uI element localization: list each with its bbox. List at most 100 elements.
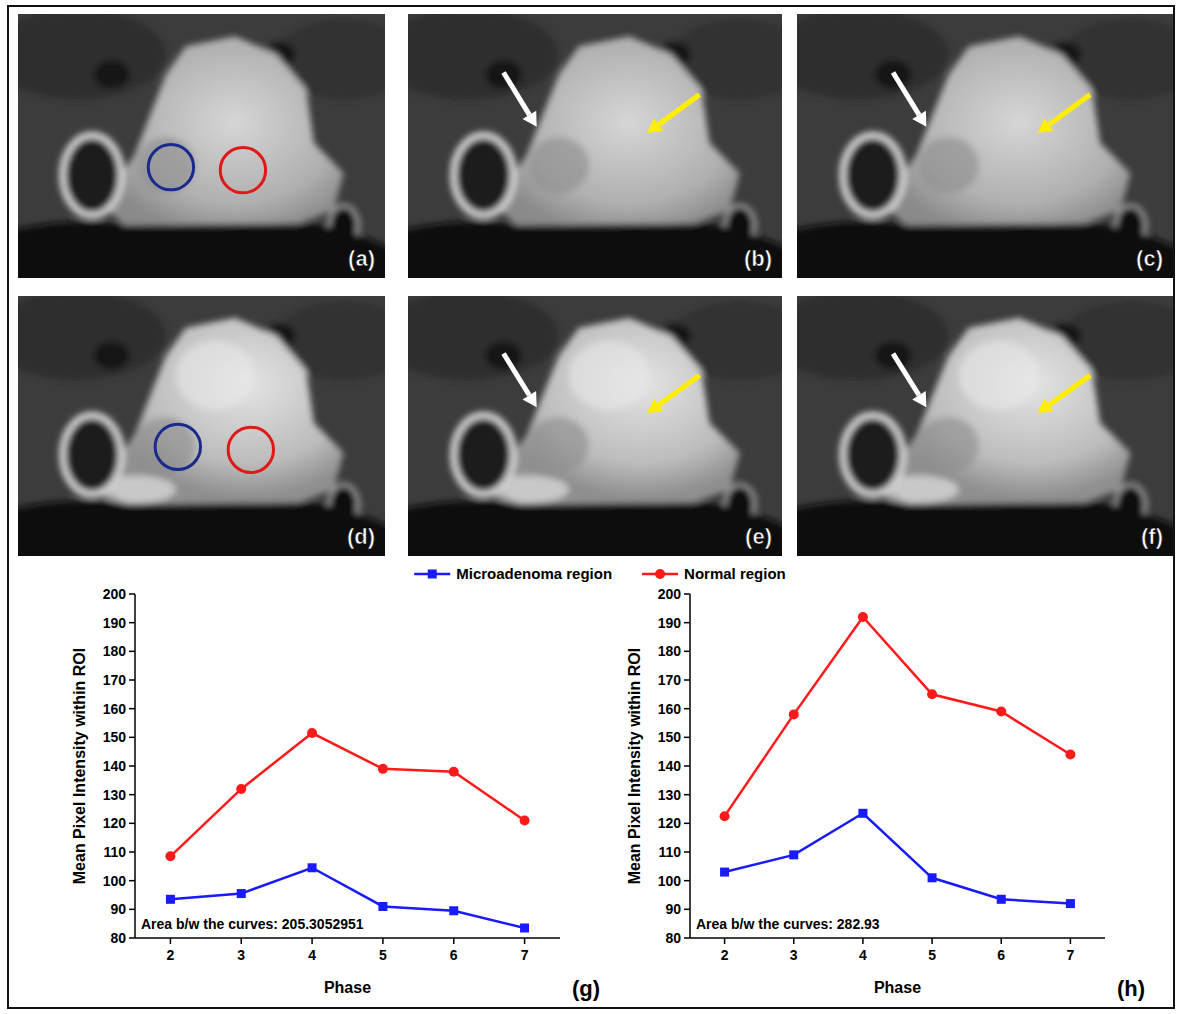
gland xyxy=(492,36,739,227)
y-tick-label: 110 xyxy=(103,844,126,860)
y-tick-label: 190 xyxy=(103,615,127,631)
gland xyxy=(101,36,344,227)
y-tick-label: 80 xyxy=(665,930,681,946)
x-tick xyxy=(724,938,726,944)
y-tick xyxy=(129,708,135,710)
y-tick xyxy=(684,880,690,882)
y-tick xyxy=(129,679,135,681)
arrow-head xyxy=(1038,398,1054,413)
legend-text: Microadenoma region xyxy=(456,565,612,582)
y-tick-label: 200 xyxy=(103,586,127,602)
image-content xyxy=(18,14,385,278)
carotid-ring xyxy=(453,135,513,216)
x-tick xyxy=(382,938,384,944)
sphenoid-sinus xyxy=(18,500,385,556)
x-axis-title: Phase xyxy=(324,979,371,996)
y-tick xyxy=(684,909,690,911)
bright-region xyxy=(176,341,255,410)
carotid-ring xyxy=(453,415,513,494)
x-tick-label: 4 xyxy=(859,947,867,963)
x-tick-label: 7 xyxy=(521,947,529,963)
panel-label: (g) xyxy=(572,976,600,1001)
y-tick-label: 200 xyxy=(658,586,682,602)
vessel xyxy=(94,342,130,370)
y-tick xyxy=(684,737,690,739)
lesion-region xyxy=(918,417,979,473)
marker xyxy=(378,902,387,911)
y-tick-label: 140 xyxy=(103,758,127,774)
plot-data xyxy=(165,728,529,932)
arrow-shaft xyxy=(893,354,919,396)
y-tick-label: 100 xyxy=(103,873,127,889)
y-tick-label: 160 xyxy=(658,701,682,717)
lesion-region xyxy=(529,417,589,473)
arrow-shaft xyxy=(1049,375,1090,405)
x-axis xyxy=(690,937,1105,939)
marker xyxy=(378,764,388,774)
legend-item: Normal region xyxy=(642,565,786,582)
y-tick-label: 80 xyxy=(110,930,126,946)
panel-label: (a) xyxy=(348,246,375,271)
image-content xyxy=(797,296,1173,556)
marker xyxy=(449,906,458,915)
y-tick-label: 110 xyxy=(658,844,681,860)
x-tick-label: 5 xyxy=(928,947,936,963)
arrow-shaft xyxy=(1049,95,1090,125)
vessel xyxy=(94,60,130,88)
y-tick-label: 180 xyxy=(658,643,682,659)
panel-label: (e) xyxy=(745,524,772,549)
y-tick-label: 170 xyxy=(658,672,682,688)
marker xyxy=(1065,750,1075,760)
roi-normal xyxy=(220,147,265,192)
y-tick xyxy=(684,708,690,710)
image-panel xyxy=(18,296,385,556)
y-tick xyxy=(129,937,135,939)
legend-text: Normal region xyxy=(684,565,786,582)
marker xyxy=(237,889,246,898)
series-line xyxy=(170,733,524,856)
roi-microadenoma xyxy=(148,144,193,189)
y-tick xyxy=(684,823,690,825)
bright-region xyxy=(959,341,1040,410)
lesion-region xyxy=(529,137,589,193)
x-tick-label: 6 xyxy=(450,947,458,963)
arrow-head xyxy=(523,391,537,407)
marker xyxy=(520,923,529,932)
panel-label: (b) xyxy=(744,246,772,271)
sphenoid-sinus xyxy=(18,222,385,278)
x-tick-label: 7 xyxy=(1067,947,1075,963)
x-tick xyxy=(931,938,933,944)
series-line xyxy=(725,617,1071,816)
x-axis-title: Phase xyxy=(874,979,921,996)
arrow-head xyxy=(647,118,663,133)
image-content xyxy=(18,296,385,556)
marker xyxy=(858,809,867,818)
y-tick xyxy=(684,622,690,624)
image-content xyxy=(408,14,782,278)
x-tick xyxy=(524,938,526,944)
marker xyxy=(236,784,246,794)
marker xyxy=(308,863,317,872)
y-tick-label: 120 xyxy=(658,815,682,831)
x-tick xyxy=(311,938,313,944)
tissue xyxy=(797,296,949,380)
marker xyxy=(858,612,868,622)
sphenoid-sinus xyxy=(797,222,1173,278)
y-tick xyxy=(129,794,135,796)
x-tick-label: 2 xyxy=(167,947,175,963)
image-panel xyxy=(408,296,782,556)
chart: 8090100110120130140150160170180190200234… xyxy=(71,586,600,1001)
x-tick xyxy=(1070,938,1072,944)
arrow-head xyxy=(912,391,926,407)
y-tick xyxy=(129,737,135,739)
panel-label: (f) xyxy=(1141,524,1163,549)
gland xyxy=(882,36,1131,227)
y-axis-title: Mean Pixel Intensity within ROI xyxy=(71,648,88,884)
arrow-shaft xyxy=(659,95,700,125)
x-axis xyxy=(135,937,560,939)
y-tick-label: 170 xyxy=(103,672,127,688)
y-tick xyxy=(129,909,135,911)
lesion-region xyxy=(918,137,979,193)
x-tick-label: 4 xyxy=(308,947,316,963)
y-tick xyxy=(129,622,135,624)
